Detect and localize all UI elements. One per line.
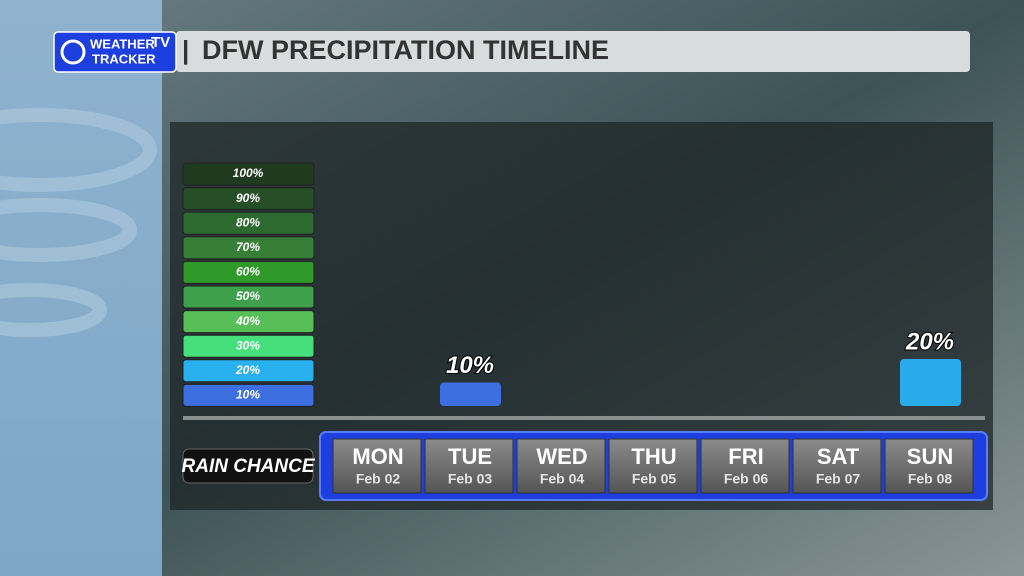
day-cell [884,438,974,494]
date-label: Feb 03 [448,471,493,487]
scale-label: 100% [233,166,264,180]
logo-text: WEATHER [90,36,155,51]
scale-label: 60% [236,265,260,279]
day-cell [608,438,698,494]
scale-swatch [182,260,315,284]
day-label: MON [352,444,403,469]
day-cell [516,438,606,494]
scale-swatch [182,359,315,383]
scale-label: 70% [236,240,260,254]
date-label: Feb 07 [816,471,861,487]
day-cell [332,438,422,494]
date-label: Feb 02 [356,471,401,487]
day-label: SUN [907,444,953,469]
scale-label: 10% [236,388,260,402]
logo [53,31,177,73]
value-label: 20% [905,328,954,355]
logo-badge: TV [151,34,170,51]
day-label: WED [536,444,587,469]
day-cell [792,438,882,494]
scale-swatch [182,162,315,186]
axis-label: RAIN CHANCE [182,456,316,477]
scale-swatch [182,383,315,407]
swirl [0,108,157,337]
scale-swatch [182,334,315,358]
scale-swatch [182,285,315,309]
day-label: TUE [448,444,492,469]
bar [900,359,961,406]
scale-label: 90% [236,191,260,205]
date-label: Feb 08 [908,471,953,487]
scale-label: 50% [236,289,260,303]
chart-title: DFW PRECIPITATION TIMELINE [202,35,609,65]
value-label: 10% [446,352,494,379]
day-label: THU [631,444,676,469]
scale-swatch [182,310,315,334]
axis-label-box [182,448,314,484]
bar [440,382,501,406]
scale-swatch [182,236,315,260]
date-label: Feb 04 [540,471,585,487]
logo-text: TRACKER [92,51,156,66]
date-label: Feb 06 [724,471,769,487]
title-divider: | [182,35,189,65]
date-label: Feb 05 [632,471,677,487]
day-label: SAT [817,444,860,469]
scale-label: 30% [236,338,260,352]
scale-swatch [182,187,315,211]
day-cell [424,438,514,494]
scale-label: 40% [235,314,260,328]
scale-label: 80% [236,215,260,229]
scale-swatch [182,211,315,235]
day-label: FRI [728,444,763,469]
day-cell [700,438,790,494]
scale-label: 20% [235,363,260,377]
logo-icon [60,39,86,65]
title-bar [176,31,970,72]
